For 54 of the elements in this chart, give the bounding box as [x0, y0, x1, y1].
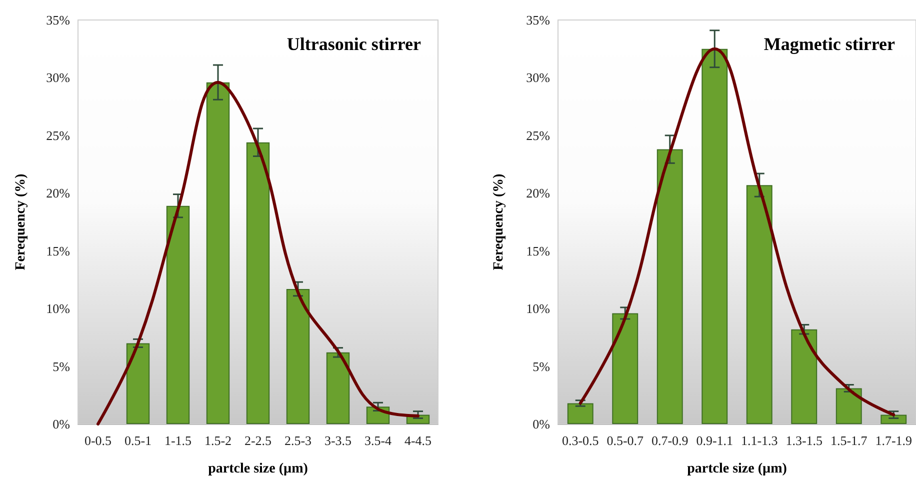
y-tick-label: 25%	[46, 128, 70, 143]
y-tick-label: 0%	[52, 416, 70, 432]
x-tick-label: 1.3-1.5	[786, 433, 823, 448]
bar	[880, 414, 907, 424]
x-tick-label: 0.9-1.1	[696, 433, 734, 448]
bar	[326, 352, 350, 424]
y-tick-label: 35%	[46, 12, 70, 28]
y-tick-label: 25%	[526, 128, 550, 143]
text: Magmetic stirrer	[764, 34, 896, 54]
bar	[656, 149, 683, 424]
y-axis-title: Ferequency (%)	[492, 173, 506, 270]
bar	[206, 82, 230, 424]
y-tick-label: 15%	[46, 243, 70, 258]
x-tick-label: 3-3.5	[324, 433, 352, 448]
text: Ultrasonic stirrer	[286, 34, 422, 54]
y-tick-label: 20%	[526, 186, 550, 201]
x-tick-label: 1.5-2	[204, 433, 232, 448]
bar	[836, 388, 862, 424]
y-tick-label: 10%	[526, 301, 550, 316]
y-axis-title: Ferequency (%)	[14, 173, 28, 270]
x-tick-label: 0.5-0.7	[606, 433, 644, 448]
y-tick-label: 10%	[46, 301, 70, 316]
x-tick-label: 0-0.5	[84, 433, 112, 448]
x-axis-title: partcle size (µm)	[687, 462, 788, 476]
bar	[246, 142, 270, 424]
x-tick-label: 1-1.5	[164, 433, 192, 448]
bar	[702, 48, 728, 424]
y-tick-label: 0%	[532, 416, 550, 432]
y-tick-label: 30%	[46, 70, 70, 86]
bar	[126, 343, 150, 424]
x-tick-label: 0.3-0.5	[562, 433, 599, 448]
bar	[166, 206, 190, 424]
x-tick-label: 1.7-1.9	[875, 433, 912, 448]
x-tick-label: 1.1-1.3	[740, 433, 778, 448]
x-axis-title: partcle size (µm)	[208, 462, 308, 476]
x-tick-label: 2.5-3	[284, 433, 312, 448]
bar	[567, 403, 594, 424]
bar	[612, 313, 638, 424]
x-tick-label: 2-2.5	[244, 433, 272, 448]
x-tick-label: 0.7-0.9	[651, 433, 688, 448]
bar	[286, 288, 310, 424]
y-tick-label: 30%	[526, 70, 550, 86]
y-tick-label: 5%	[52, 358, 70, 374]
x-tick-label: 3.5-4	[364, 433, 392, 448]
x-tick-label: 0.5-1	[124, 433, 152, 448]
y-tick-label: 15%	[526, 243, 550, 258]
bar	[746, 185, 772, 424]
x-tick-label: 4-4.5	[404, 433, 432, 448]
y-tick-label: 35%	[526, 12, 550, 28]
y-tick-label: 5%	[532, 358, 550, 374]
bar	[791, 329, 818, 424]
x-tick-label: 1.5-1.7	[830, 433, 868, 448]
y-tick-label: 20%	[46, 186, 70, 201]
line-series	[96, 80, 420, 426]
